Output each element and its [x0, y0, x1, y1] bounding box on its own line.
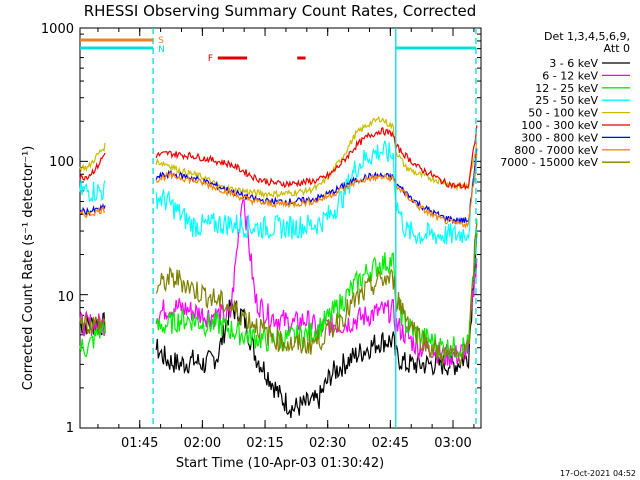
timestamp: 17-Oct-2021 04:52 [560, 469, 636, 478]
flag-label-s: S [158, 36, 164, 46]
flag-label-f: F [208, 54, 213, 64]
legend-label: 12 - 25 keV [535, 82, 598, 95]
legend-label: 7000 - 15000 keV [500, 156, 598, 169]
series-line-7 [79, 148, 478, 225]
x-ticks: 01:45 02:00 02:15 02:30 02:45 03:00 [97, 28, 475, 451]
legend-header: Det 1,3,4,5,6,9, [544, 30, 630, 43]
legend-label: 25 - 50 keV [535, 94, 598, 107]
x-tick-label: 02:00 [184, 436, 221, 451]
series-line-9 [79, 222, 478, 368]
y-tick-label: 1 [66, 421, 74, 436]
y-tick-label: 100 [49, 155, 74, 170]
legend-header: Att 0 [604, 42, 630, 55]
y-axis-label: Corrected Count Rate (s⁻¹ detector⁻¹) [21, 146, 36, 391]
x-tick-label: 03:00 [434, 436, 471, 451]
y-tick-label: 1000 [41, 22, 74, 37]
series-line-6 [79, 125, 478, 191]
x-tick-label: 02:15 [246, 436, 283, 451]
y-tick-label: 10 [57, 290, 74, 305]
series-line-5 [79, 115, 478, 199]
series-line-4 [79, 140, 478, 245]
chart-title: RHESSI Observing Summary Count Rates, Co… [84, 2, 477, 20]
x-axis-label: Start Time (10-Apr-03 01:30:42) [176, 456, 384, 471]
series-layer [79, 115, 478, 418]
x-tick-label: 02:30 [309, 436, 346, 451]
plot-frame [79, 27, 482, 429]
legend-label: 6 - 12 keV [542, 69, 598, 82]
y-ticks [80, 33, 481, 429]
legend-label: 300 - 800 keV [521, 131, 598, 144]
series-line-8 [79, 153, 478, 229]
legend-label: 50 - 100 keV [528, 107, 598, 120]
x-tick-label: 01:45 [121, 436, 158, 451]
legend-label: 100 - 300 keV [521, 119, 598, 132]
flag-lines [152, 28, 477, 428]
flag-bars: SN F [80, 36, 476, 64]
y-tick-labels: 1 10 100 1000 [41, 22, 74, 436]
x-tick-label: 02:45 [372, 436, 409, 451]
legend-label: 3 - 6 keV [549, 57, 598, 70]
legend-label: 800 - 7000 keV [514, 144, 598, 157]
flag-label-n: N [158, 45, 165, 55]
